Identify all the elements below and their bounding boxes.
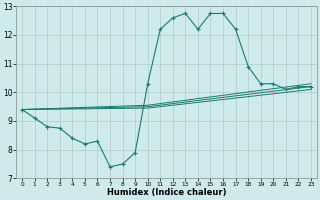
X-axis label: Humidex (Indice chaleur): Humidex (Indice chaleur) — [107, 188, 226, 197]
